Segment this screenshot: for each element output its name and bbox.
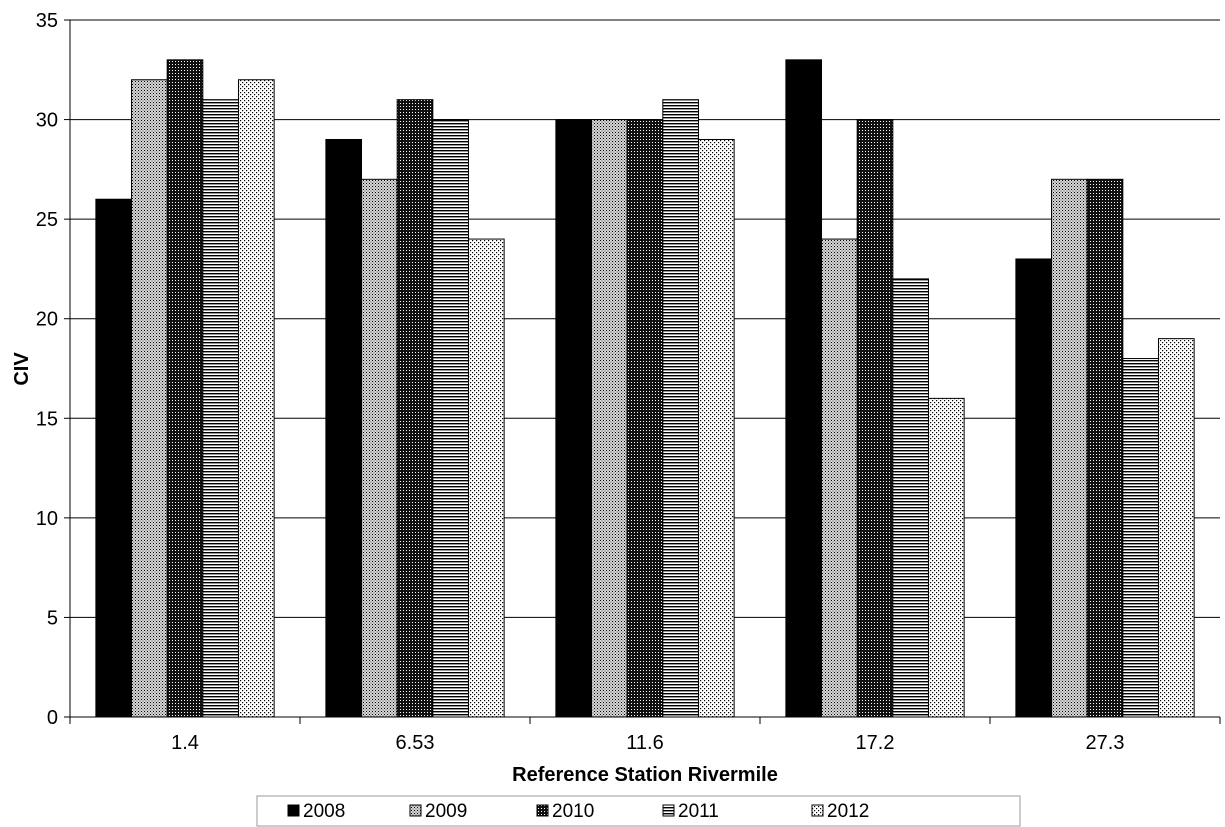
y-ticks: 0 5 10 15 20 25 30 35 xyxy=(36,10,70,729)
bar-2008-11.6 xyxy=(555,119,593,718)
bar-2012-6.53 xyxy=(467,238,505,718)
x-tick-label-6.53: 6.53 xyxy=(396,732,435,754)
bar-2012-27.3 xyxy=(1157,338,1195,718)
bar-2011-11.6 xyxy=(662,99,699,718)
legend-swatch-2008 xyxy=(287,804,300,817)
bar-2010-6.53 xyxy=(396,99,434,718)
bar-2008-27.3 xyxy=(1015,258,1053,718)
x-ticks: 1.4 6.53 11.6 17.2 27.3 xyxy=(69,717,1221,754)
bar-2010-27.3 xyxy=(1086,178,1124,718)
bar-2009-27.3 xyxy=(1051,178,1088,718)
y-tick-label-25: 25 xyxy=(36,209,58,231)
legend-label-2010: 2010 xyxy=(552,801,594,822)
bar-2012-1.4 xyxy=(237,79,275,718)
x-tick-label-27.3: 27.3 xyxy=(1086,732,1125,754)
legend-label-2012: 2012 xyxy=(827,801,869,822)
y-tick-label-5: 5 xyxy=(47,607,58,629)
legend: 2008 2009 2010 2011 2012 xyxy=(287,801,869,822)
bar-2010-11.6 xyxy=(626,119,664,718)
bar-2008-17.2 xyxy=(785,59,823,718)
legend-swatch-2011 xyxy=(662,804,675,817)
bar-2011-1.4 xyxy=(202,99,239,718)
legend-swatch-2010 xyxy=(536,804,549,817)
bar-2009-11.6 xyxy=(591,119,628,718)
bar-2009-1.4 xyxy=(131,79,168,718)
bar-2012-11.6 xyxy=(697,138,735,718)
bar-2009-6.53 xyxy=(361,178,398,718)
bar-2012-17.2 xyxy=(927,397,965,718)
legend-label-2008: 2008 xyxy=(303,801,345,822)
bar-2010-1.4 xyxy=(166,59,204,718)
bar-2011-27.3 xyxy=(1122,358,1159,718)
bar-2011-17.2 xyxy=(892,278,929,718)
y-tick-label-10: 10 xyxy=(36,508,58,530)
bars xyxy=(95,59,1195,718)
y-tick-label-0: 0 xyxy=(47,707,58,729)
bar-2010-17.2 xyxy=(856,119,894,718)
y-axis-title: CIV xyxy=(11,352,33,386)
legend-box xyxy=(256,795,1021,827)
bar-2011-6.53 xyxy=(432,119,469,718)
x-tick-label-1.4: 1.4 xyxy=(171,732,199,754)
bar-2009-17.2 xyxy=(821,238,858,718)
y-tick-label-15: 15 xyxy=(36,408,58,430)
y-tick-label-35: 35 xyxy=(36,10,58,32)
x-tick-label-17.2: 17.2 xyxy=(856,732,895,754)
legend-label-2009: 2009 xyxy=(425,801,467,822)
y-tick-label-20: 20 xyxy=(36,309,58,331)
y-tick-label-30: 30 xyxy=(36,110,58,132)
bar-2008-6.53 xyxy=(325,138,363,718)
x-axis-title: Reference Station Rivermile xyxy=(512,764,778,786)
x-tick-label-11.6: 11.6 xyxy=(626,732,663,754)
legend-label-2011: 2011 xyxy=(678,801,719,822)
legend-swatch-2012 xyxy=(811,804,824,817)
bar-2008-1.4 xyxy=(95,198,133,718)
legend-swatch-2009 xyxy=(409,804,422,817)
